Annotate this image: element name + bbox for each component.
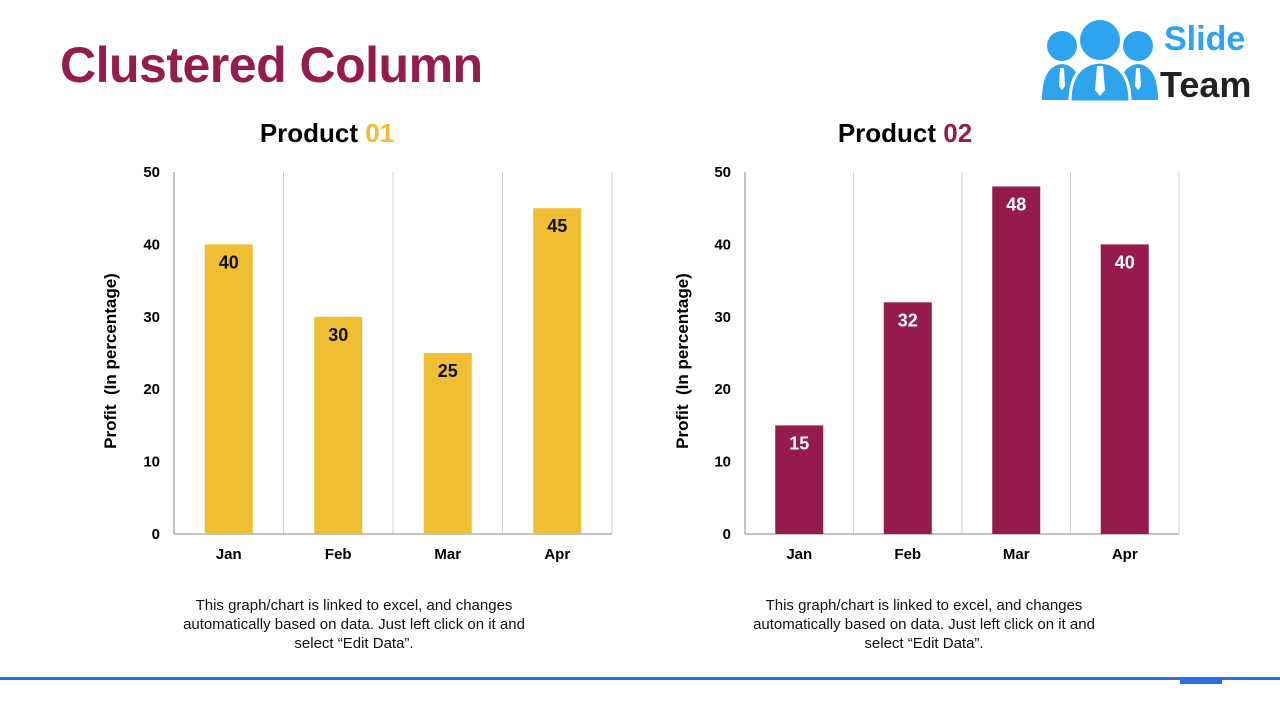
- chart-title-product-01: Product 01: [127, 118, 527, 149]
- chart-caption-02: This graph/chart is linked to excel, and…: [714, 596, 1134, 653]
- x-tick-label: Jan: [216, 546, 242, 563]
- y-tick-label: 30: [143, 309, 160, 326]
- footer-divider: [0, 677, 1280, 680]
- x-tick-label: Apr: [1112, 546, 1138, 563]
- data-label: 15: [789, 433, 809, 453]
- y-tick-label: 10: [143, 454, 160, 471]
- y-axis-title: Profit (In percentage): [673, 273, 692, 449]
- x-tick-label: Jan: [786, 546, 812, 563]
- bar-apr: [1100, 244, 1149, 534]
- y-axis-title: Profit (In percentage): [101, 273, 120, 449]
- x-tick-label: Feb: [894, 546, 921, 563]
- bar-feb: [314, 316, 363, 534]
- bar-mar: [992, 186, 1041, 535]
- logo-text-team: Team: [1160, 64, 1252, 105]
- caption-line: select “Edit Data”.: [294, 635, 414, 652]
- y-tick-label: 50: [143, 164, 160, 181]
- caption-line: select “Edit Data”.: [864, 635, 984, 652]
- data-label: 40: [219, 252, 239, 272]
- data-label: 40: [1115, 252, 1135, 272]
- logo-text-slide: Slide: [1164, 20, 1246, 58]
- data-label: 45: [547, 216, 567, 236]
- slide-title: Clustered Column: [60, 37, 483, 93]
- chart-title-number: 02: [943, 118, 973, 148]
- caption-line: This graph/chart is linked to excel, and…: [765, 597, 1083, 614]
- chart-title-product-02: Product 02: [705, 118, 1105, 149]
- bar-mar: [423, 353, 472, 534]
- footer-accent: [1180, 680, 1222, 684]
- y-tick-label: 20: [143, 381, 160, 398]
- y-tick-label: 40: [143, 236, 160, 253]
- data-label: 48: [1006, 194, 1026, 214]
- x-tick-label: Apr: [544, 546, 570, 563]
- y-tick-label: 10: [714, 454, 731, 471]
- bar-jan: [204, 244, 253, 534]
- data-label: 32: [898, 310, 918, 330]
- people-icon: [1042, 20, 1158, 104]
- chart-title-prefix: Product: [837, 118, 944, 148]
- bar-jan: [775, 425, 824, 534]
- slideteam-logo: Slide Team: [1040, 18, 1265, 105]
- x-tick-label: Feb: [325, 546, 352, 563]
- data-label: 30: [328, 325, 348, 345]
- y-tick-label: 40: [714, 236, 731, 253]
- caption-line: automatically based on data. Just left c…: [753, 616, 1095, 633]
- data-label: 25: [438, 361, 458, 381]
- chart-caption-01: This graph/chart is linked to excel, and…: [144, 596, 564, 653]
- caption-line: This graph/chart is linked to excel, and…: [195, 597, 513, 614]
- y-tick-label: 50: [714, 164, 731, 181]
- y-tick-label: 30: [714, 309, 731, 326]
- bar-apr: [533, 208, 582, 534]
- chart-title-number: 01: [365, 118, 395, 148]
- x-tick-label: Mar: [1003, 546, 1030, 563]
- y-tick-label: 0: [152, 526, 160, 543]
- caption-line: automatically based on data. Just left c…: [183, 616, 525, 633]
- x-tick-label: Mar: [434, 546, 461, 563]
- y-tick-label: 0: [723, 526, 731, 543]
- y-tick-label: 20: [714, 381, 731, 398]
- chart-title-prefix: Product: [259, 118, 366, 148]
- bar-feb: [883, 302, 932, 534]
